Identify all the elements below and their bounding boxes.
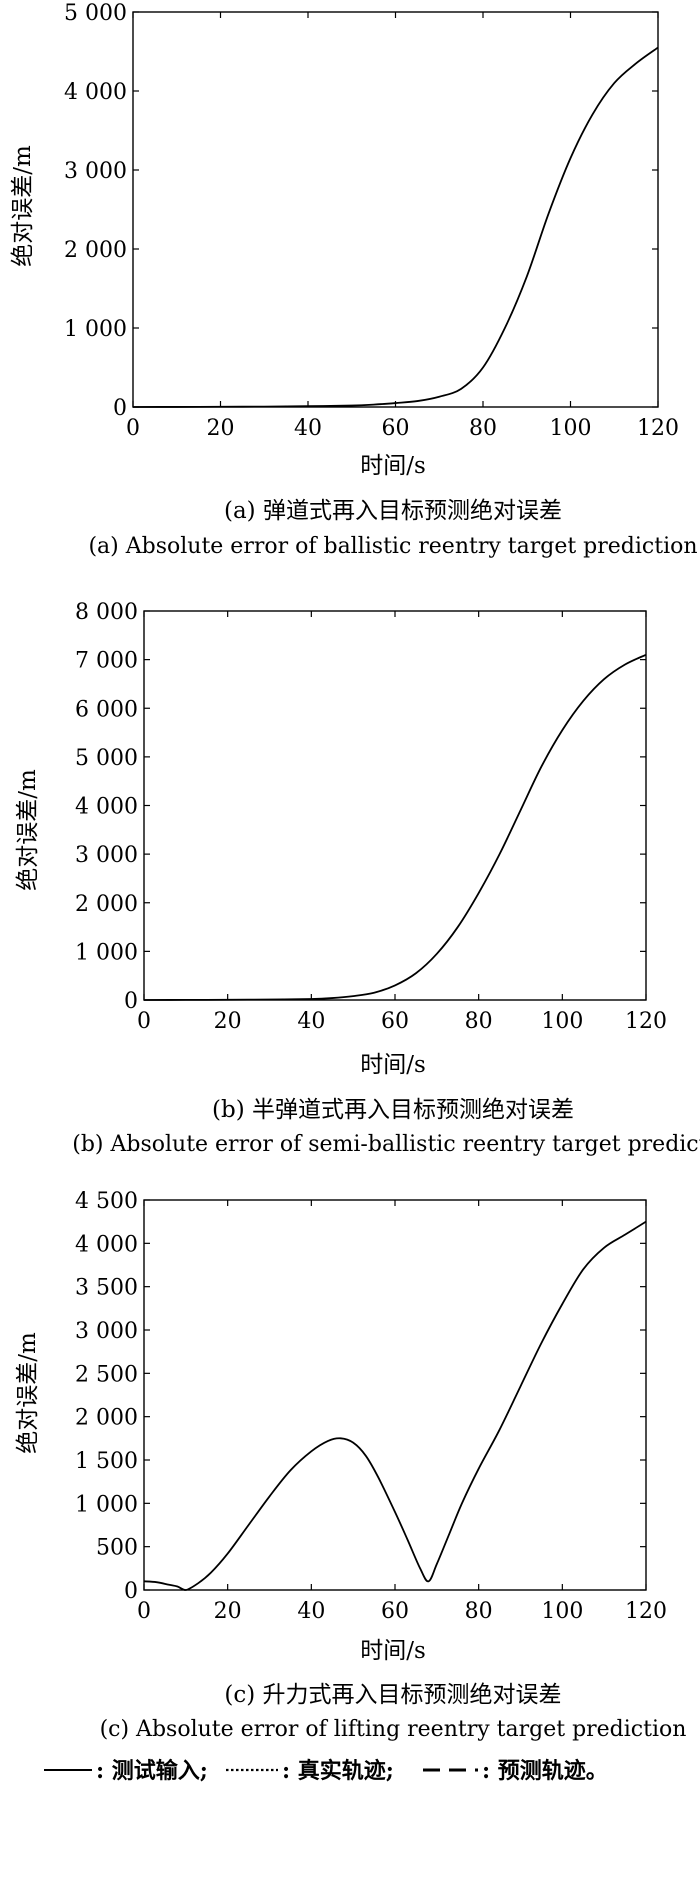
panel-a-ytick-label: 3 000 xyxy=(64,159,127,184)
panel-c-ytick-label: 0 xyxy=(124,1579,138,1604)
panel-a-series-line xyxy=(132,46,659,408)
panel-a-ballistic: 0 20 40 60 80 100 120 0 1 000 2 000 3 000 4 000 5 00… xyxy=(10,1,698,559)
panel-b-ytick-label: 0 xyxy=(124,989,138,1014)
panel-a-xtick-label: 80 xyxy=(469,416,497,441)
panel-c-xtick-label: 60 xyxy=(381,1599,409,1624)
panel-a-ytick-label: 0 xyxy=(113,396,127,421)
legend-label-true-trajectory: : 真实轨迹; xyxy=(282,1758,394,1784)
panel-a-xlabel: 时间/s xyxy=(360,453,426,479)
panel-a-xtick-label: 100 xyxy=(550,416,592,441)
panel-b-xtick-label: 20 xyxy=(214,1009,242,1034)
panel-a-xtick-label: 20 xyxy=(207,416,235,441)
panel-b-ytick-label: 1 000 xyxy=(75,940,138,965)
panel-c-ytick-label: 4 000 xyxy=(75,1232,138,1257)
panel-b-frame xyxy=(143,610,647,1001)
panel-b-xtick-label: 60 xyxy=(381,1009,409,1034)
panel-a-xtick-label: 0 xyxy=(126,416,140,441)
panel-c-ytick-label: 3 500 xyxy=(75,1276,138,1301)
panel-b-ytick-label: 2 000 xyxy=(75,892,138,917)
panel-c-ytick-label: 1 500 xyxy=(75,1449,138,1474)
panel-b-xtick-label: 40 xyxy=(297,1009,325,1034)
panel-c-xtick-label: 80 xyxy=(465,1599,493,1624)
legend-label-predicted-trajectory: : 预测轨迹。 xyxy=(482,1758,608,1784)
panel-b-ytick-label: 3 000 xyxy=(75,843,138,868)
panel-c-xtick-label: 40 xyxy=(297,1599,325,1624)
panel-a-ytick-label: 4 000 xyxy=(64,80,127,105)
panel-b-ytick-label: 4 000 xyxy=(75,795,138,820)
panel-c-ytick-label: 2 500 xyxy=(75,1362,138,1387)
panel-b-semi-ballistic: 0 20 40 60 80 100 120 0 1 000 2 000 3 000 4 000 5 00… xyxy=(15,600,700,1157)
panel-c-ylabel: 绝对误差/m xyxy=(15,1332,41,1454)
panel-a-ytick-label: 5 000 xyxy=(64,1,127,26)
panel-a-frame xyxy=(132,11,659,408)
panel-b-caption-en: (b) Absolute error of semi-ballistic ree… xyxy=(72,1132,700,1157)
panel-b-xtick-label: 80 xyxy=(465,1009,493,1034)
panel-b-ytick-label: 7 000 xyxy=(75,649,138,674)
panel-a-ylabel: 绝对误差/m xyxy=(10,145,36,267)
panel-b-ytick-label: 6 000 xyxy=(75,697,138,722)
panel-c-caption-en: (c) Absolute error of lifting reentry ta… xyxy=(100,1717,687,1742)
panel-a-ytick-label: 2 000 xyxy=(64,238,127,263)
panel-c-xtick-label: 0 xyxy=(137,1599,151,1624)
panel-c-frame xyxy=(143,1199,647,1591)
panel-c-xtick-label: 120 xyxy=(625,1599,667,1624)
panel-c-xtick-label: 20 xyxy=(214,1599,242,1624)
panel-a-caption-en: (a) Absolute error of ballistic reentry … xyxy=(88,534,697,559)
panel-a-ytick-label: 1 000 xyxy=(64,317,127,342)
panel-c-xtick-label: 100 xyxy=(541,1599,583,1624)
panel-b-xtick-label: 120 xyxy=(625,1009,667,1034)
panel-b-ytick-label: 5 000 xyxy=(75,746,138,771)
panel-b-caption-cn: (b) 半弹道式再入目标预测绝对误差 xyxy=(212,1097,574,1123)
panel-c-ytick-label: 500 xyxy=(96,1536,138,1561)
panel-c-caption-cn: (c) 升力式再入目标预测绝对误差 xyxy=(224,1682,561,1708)
panel-b-xtick-label: 100 xyxy=(541,1009,583,1034)
panel-b-xlabel: 时间/s xyxy=(360,1052,426,1078)
panel-c-ytick-label: 1 000 xyxy=(75,1492,138,1517)
panel-b-series-line xyxy=(143,653,647,1001)
panel-c-xlabel: 时间/s xyxy=(360,1638,426,1664)
panel-c-ytick-label: 2 000 xyxy=(75,1406,138,1431)
legend: : 测试输入; : 真实轨迹; : 预测轨迹。 xyxy=(44,1758,608,1784)
panel-b-ytick-label: 8 000 xyxy=(75,600,138,625)
panel-a-xtick-label: 120 xyxy=(637,416,679,441)
panel-c-ytick-label: 3 000 xyxy=(75,1319,138,1344)
panel-b-ylabel: 绝对误差/m xyxy=(15,769,41,891)
panel-c-series-line xyxy=(143,1220,647,1591)
panel-c-lifting: 0 20 40 60 80 100 120 0 500 1 000 1 500 2 000 2 500 3… xyxy=(15,1189,686,1742)
panel-a-xtick-label: 40 xyxy=(294,416,322,441)
panel-a-caption-cn: (a) 弹道式再入目标预测绝对误差 xyxy=(224,498,562,524)
panel-a-xtick-label: 60 xyxy=(382,416,410,441)
panel-b-xtick-label: 0 xyxy=(137,1009,151,1034)
panel-c-ytick-label: 4 500 xyxy=(75,1189,138,1214)
legend-label-test-input: : 测试输入; xyxy=(96,1758,208,1784)
